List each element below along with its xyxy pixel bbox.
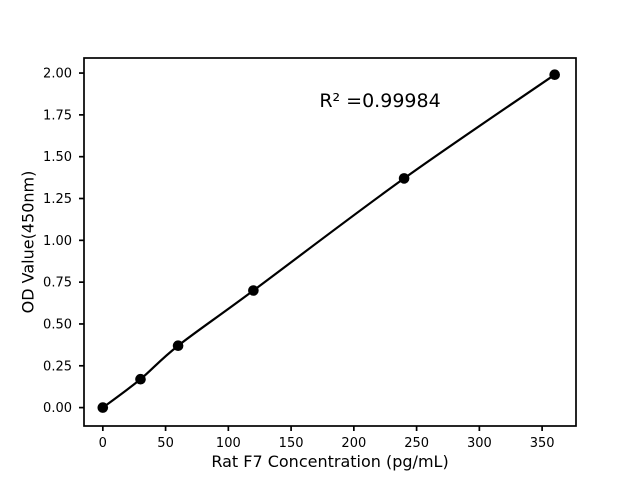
data-point bbox=[549, 69, 560, 80]
data-point bbox=[398, 173, 410, 184]
data-point bbox=[135, 373, 146, 385]
y-tick-label: 1.00 bbox=[43, 234, 72, 249]
y-tick-label: 2.00 bbox=[43, 67, 72, 82]
x-tick-label: 150 bbox=[279, 436, 304, 451]
y-axis-label: OD Value(450nm) bbox=[18, 170, 38, 314]
y-tick-label: 1.75 bbox=[43, 108, 72, 123]
y-tick-label: 0.00 bbox=[43, 401, 72, 416]
x-tick-label: 350 bbox=[530, 436, 555, 451]
data-point bbox=[248, 285, 259, 296]
y-tick-label: 0.50 bbox=[43, 317, 72, 332]
x-tick-label: 100 bbox=[216, 436, 241, 451]
plot-border bbox=[83, 57, 577, 427]
data-point bbox=[172, 340, 184, 352]
x-tick-label: 200 bbox=[341, 436, 366, 451]
y-tick-label: 1.25 bbox=[43, 192, 72, 207]
x-tick-label: 250 bbox=[404, 436, 429, 451]
y-tick-label: 1.50 bbox=[43, 150, 72, 165]
data-point bbox=[97, 402, 109, 413]
x-axis-label: Rat F7 Concentration (pg/mL) bbox=[211, 452, 449, 471]
y-tick-label: 0.25 bbox=[43, 359, 72, 374]
r-squared-annotation: R² =0.99984 bbox=[319, 90, 441, 112]
x-tick-label: 50 bbox=[157, 436, 174, 451]
y-tick-label: 0.75 bbox=[43, 276, 72, 291]
x-tick-label: 300 bbox=[467, 436, 492, 451]
x-tick-label: 0 bbox=[99, 436, 107, 451]
curve-line bbox=[101, 73, 556, 409]
